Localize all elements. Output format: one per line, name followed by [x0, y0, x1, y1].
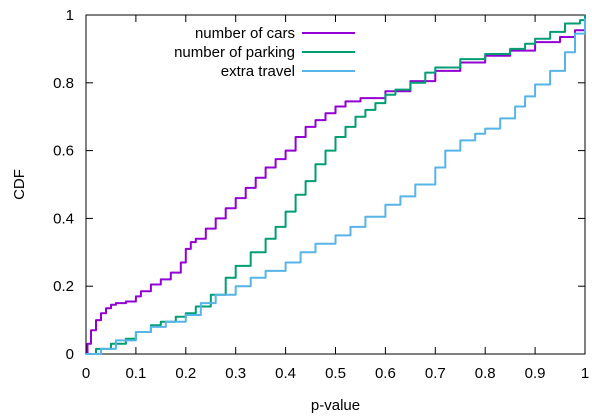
x-tick-label: 1	[581, 365, 589, 382]
series-line-number-of-parking	[86, 15, 586, 355]
legend-label: number of parking	[174, 44, 295, 61]
x-tick-label: 0.5	[325, 365, 346, 382]
series-line-number-of-cars	[86, 25, 586, 355]
x-tick-label: 0.7	[425, 365, 446, 382]
y-axis-label: CDF	[11, 169, 28, 200]
legend-label: number of cars	[195, 25, 295, 42]
y-tick-label: 0	[66, 346, 74, 363]
x-tick-label: 0	[82, 365, 90, 382]
y-tick-label: 0.2	[53, 278, 74, 295]
plot-frame	[85, 14, 586, 355]
x-tick-label: 0.4	[275, 365, 296, 382]
y-tick-label: 0.4	[53, 210, 74, 227]
y-axis: 0 0.2 0.4 0.6 0.8 1	[53, 7, 585, 363]
x-tick-label: 0.6	[375, 365, 396, 382]
x-tick-label: 0.1	[125, 365, 146, 382]
series-lines	[86, 15, 586, 355]
legend: number of cars number of parking extra tra…	[174, 25, 355, 80]
legend-label: extra travel	[221, 63, 295, 80]
x-tick-label: 0.9	[525, 365, 546, 382]
x-axis-label: p-value	[311, 397, 360, 414]
plot-border	[85, 14, 586, 355]
x-tick-label: 0.2	[175, 365, 196, 382]
y-tick-label: 1	[66, 7, 74, 24]
x-axis: 0 0.1 0.2 0.3 0.4 0.5 0.6 0.7 0.8 0.9 1	[82, 15, 589, 382]
x-tick-label: 0.8	[475, 365, 496, 382]
series-line-extra-travel	[86, 18, 586, 355]
y-tick-label: 0.8	[53, 75, 74, 92]
y-tick-label: 0.6	[53, 143, 74, 160]
x-tick-label: 0.3	[225, 365, 246, 382]
